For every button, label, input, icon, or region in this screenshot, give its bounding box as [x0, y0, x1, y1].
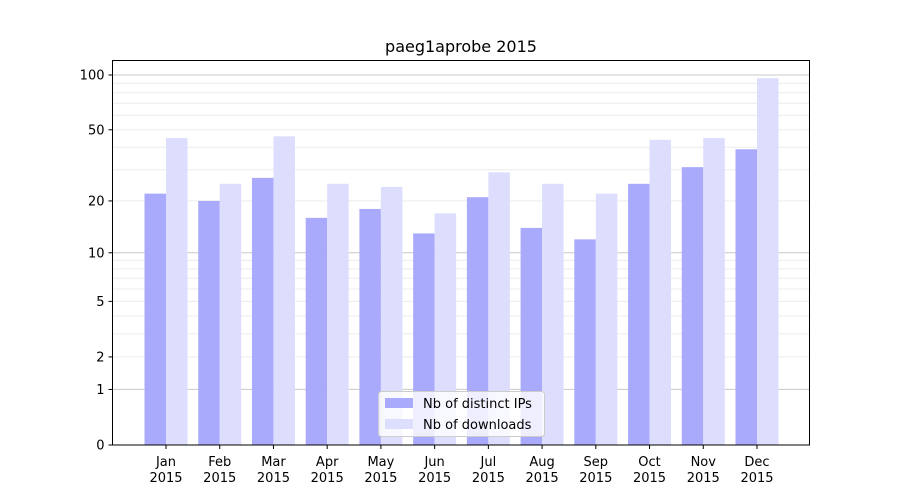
y-tick-label: 10: [88, 246, 105, 261]
x-tick-label: Mar 2015: [257, 455, 290, 486]
y-axis: 0 1 2 5 10 20 50 100: [80, 69, 113, 454]
y-tick-label: 1: [96, 383, 104, 398]
bar-distinct-ips: [198, 200, 220, 445]
bar-downloads: [273, 136, 295, 445]
legend-label-downloads: Nb of downloads: [423, 418, 532, 433]
bar-downloads: [649, 139, 672, 446]
x-tick-label: Jan 2015: [149, 455, 182, 486]
x-tick-label: Aug 2015: [526, 455, 559, 486]
bar-distinct-ips: [144, 193, 166, 445]
bar-downloads: [434, 213, 457, 445]
bar-distinct-ips: [628, 183, 650, 446]
bar-downloads: [488, 172, 510, 445]
y-tick-label: 0: [96, 439, 104, 454]
bar-distinct-ips: [251, 177, 274, 446]
plot-frame: [112, 60, 810, 446]
bar-distinct-ips: [735, 149, 757, 446]
legend-swatch-downloads: [385, 419, 413, 429]
bar-downloads: [542, 183, 564, 446]
y-tick-label: 20: [88, 194, 105, 209]
x-tick-label: May 2015: [364, 455, 397, 486]
legend-label-ips: Nb of distinct IPs: [423, 397, 532, 412]
chart-title: paeg1aprobe 2015: [385, 37, 537, 56]
bar-downloads: [595, 193, 618, 445]
y-tick-label: 100: [80, 69, 105, 84]
bar-distinct-ips: [681, 167, 704, 446]
bar-distinct-ips: [359, 208, 381, 445]
bar-distinct-ips: [466, 197, 489, 445]
x-tick-label: Nov 2015: [687, 455, 720, 486]
bar-downloads: [219, 183, 242, 446]
legend-box: [378, 391, 545, 437]
y-tick-label: 5: [96, 295, 104, 310]
bar-downloads: [757, 78, 779, 445]
x-tick-label: Oct 2015: [633, 455, 666, 486]
x-axis: Jan 2015 Feb 2015 Mar 2015 Apr 2015 May 2015 Jun 20…: [149, 445, 774, 486]
bar-distinct-ips: [520, 227, 543, 445]
bar-downloads: [166, 138, 188, 445]
x-tick-label: Feb 2015: [203, 455, 236, 486]
x-tick-label: Jul 2015: [472, 455, 505, 486]
bar-downloads: [703, 138, 725, 445]
legend: Nb of distinct IPs Nb of downloads: [378, 391, 545, 437]
bar-downloads: [327, 183, 349, 446]
legend-swatch-ips: [385, 398, 413, 408]
x-tick-label: Dec 2015: [740, 455, 773, 486]
y-tick-label: 2: [96, 350, 104, 365]
x-tick-label: Sep 2015: [579, 455, 612, 486]
bars: [144, 78, 779, 446]
y-tick-label: 50: [88, 123, 105, 138]
bar-downloads: [380, 186, 403, 445]
bar-distinct-ips: [574, 239, 596, 445]
x-tick-label: Apr 2015: [311, 455, 344, 486]
bar-distinct-ips: [305, 217, 328, 445]
x-tick-label: Jun 2015: [418, 455, 451, 486]
